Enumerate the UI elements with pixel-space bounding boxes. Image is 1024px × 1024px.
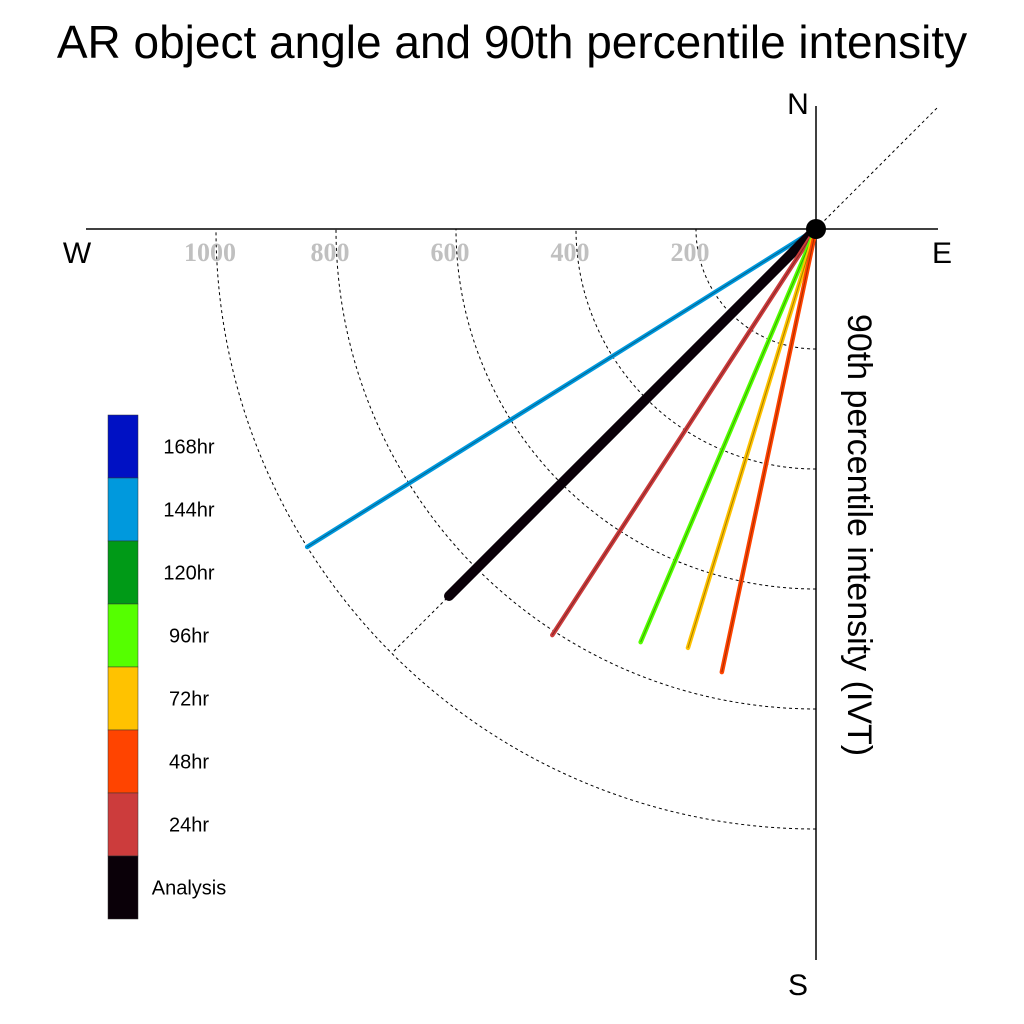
vector-48hr [719, 226, 819, 675]
legend-swatch-analysis [107, 855, 139, 920]
legend-swatch-72hr [107, 666, 139, 731]
diagonal-ne [815, 106, 939, 230]
legend-label-72hr: 72hr [169, 689, 209, 711]
tick-label-1000: 1000 [184, 238, 236, 267]
vector-24hr-core [551, 228, 817, 636]
legend-swatch-24hr [107, 792, 139, 857]
tick-label-600: 600 [431, 238, 470, 267]
legend-label-analysis: Analysis [152, 878, 226, 900]
vector-48hr-core [721, 228, 817, 673]
legend-label-120hr: 120hr [163, 563, 214, 585]
tick-label-200: 200 [671, 238, 710, 267]
vector-72hr-core [687, 228, 817, 649]
chart-title: AR object angle and 90th percentile inte… [57, 16, 967, 68]
vector-96hr [638, 226, 819, 645]
legend-label-48hr: 48hr [169, 752, 209, 774]
vectors-group [304, 219, 826, 675]
vector-24hr [550, 226, 819, 638]
legend-label-168hr: 168hr [163, 437, 214, 459]
tick-label-400: 400 [551, 238, 590, 267]
compass-east: E [932, 237, 952, 270]
legend-label-24hr: 24hr [169, 815, 209, 837]
vector-144hr [304, 226, 819, 550]
vector-96hr-core [640, 228, 817, 643]
compass-north: N [787, 88, 809, 121]
legend-swatch-144hr [107, 477, 139, 542]
compass-south: S [788, 969, 808, 1002]
origin-dot [806, 219, 826, 239]
vector-analysis [444, 224, 821, 601]
legend: 168hr 144hr 120hr 96hr 72hr 48hr 24hr Analysis [107, 414, 226, 920]
legend-label-96hr: 96hr [169, 626, 209, 648]
legend-swatch-168hr [107, 414, 139, 479]
compass-west: W [63, 237, 92, 270]
vector-144hr-core [306, 228, 817, 548]
legend-label-144hr: 144hr [163, 500, 214, 522]
legend-swatch-48hr [107, 729, 139, 794]
vector-72hr [685, 226, 819, 651]
legend-swatch-120hr [107, 540, 139, 605]
tick-label-800: 800 [311, 238, 350, 267]
y-axis-label: 90th percentile intensity (IVT) [840, 314, 878, 756]
legend-swatch-96hr [107, 603, 139, 668]
radial-tick-labels: 200 400 600 800 1000 [184, 238, 710, 267]
radial-ring-1000 [215, 228, 817, 830]
